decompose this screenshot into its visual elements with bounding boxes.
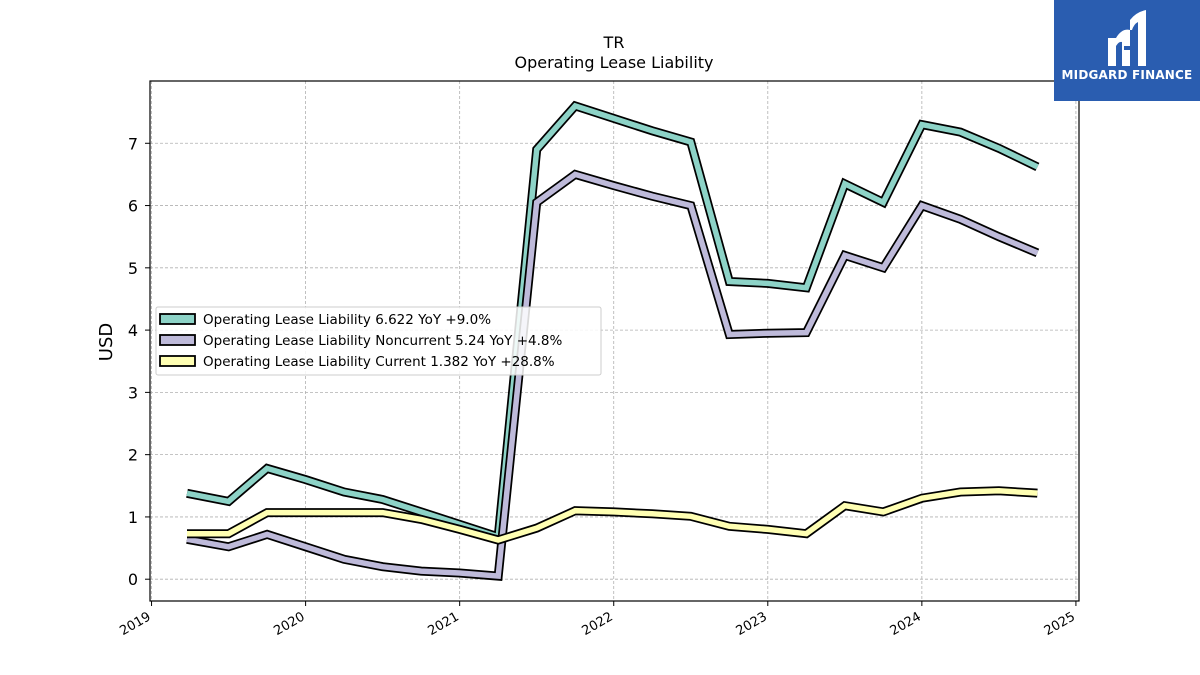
series-outline — [187, 486, 1038, 545]
legend-label: Operating Lease Liability Noncurrent 5.2… — [203, 333, 563, 349]
y-tick-label: 5 — [128, 259, 138, 278]
legend-item: Operating Lease Liability 6.622 YoY +9.0… — [159, 312, 491, 328]
legend-swatch — [159, 334, 196, 346]
series-3 — [187, 486, 1038, 545]
logo-text: MIDGARD FINANCE — [1061, 68, 1193, 82]
series-lines — [186, 100, 1040, 581]
x-tick-label: 2024 — [888, 609, 924, 639]
chart-subtitle: Operating Lease Liability — [514, 53, 713, 72]
legend-item: Operating Lease Liability Current 1.382 … — [159, 354, 555, 370]
legend-label: Operating Lease Liability Current 1.382 … — [203, 354, 555, 370]
y-tick-label: 0 — [128, 570, 138, 589]
x-tick-label: 2023 — [734, 609, 770, 639]
y-axis: 0 1 2 3 4 5 6 7 — [128, 134, 150, 589]
series-line — [187, 488, 1038, 543]
x-tick-label: 2021 — [426, 609, 462, 639]
chart-title: TR — [603, 33, 625, 52]
y-tick-label: 1 — [128, 508, 138, 527]
legend-swatch — [159, 355, 196, 367]
y-tick-label: 6 — [128, 197, 138, 216]
legend-label: Operating Lease Liability 6.622 YoY +9.0… — [203, 312, 491, 328]
x-tick-label: 2025 — [1042, 609, 1078, 639]
series-line — [186, 102, 1039, 541]
x-tick-label: 2022 — [580, 609, 616, 639]
legend-swatch — [159, 313, 196, 325]
series-line — [186, 171, 1039, 580]
series-2 — [186, 169, 1040, 581]
x-tick-label: 2019 — [117, 609, 153, 639]
brand-logo: MIDGARD FINANCE — [1054, 0, 1200, 101]
legend-box — [155, 306, 602, 376]
legend: Operating Lease Liability 6.622 YoY +9.0… — [155, 306, 602, 376]
y-axis-label: USD — [96, 323, 117, 361]
series-1 — [186, 100, 1040, 543]
plot-frame — [149, 80, 1080, 602]
x-axis: 2019 2020 2021 2022 2023 2024 2025 — [117, 601, 1078, 639]
x-tick-label: 2020 — [271, 609, 307, 639]
midgard-logo-icon — [1108, 10, 1146, 66]
y-tick-label: 3 — [128, 383, 138, 402]
y-tick-label: 7 — [128, 134, 138, 153]
legend-item: Operating Lease Liability Noncurrent 5.2… — [159, 333, 563, 349]
y-tick-label: 2 — [128, 446, 138, 465]
y-tick-label: 4 — [128, 321, 138, 340]
